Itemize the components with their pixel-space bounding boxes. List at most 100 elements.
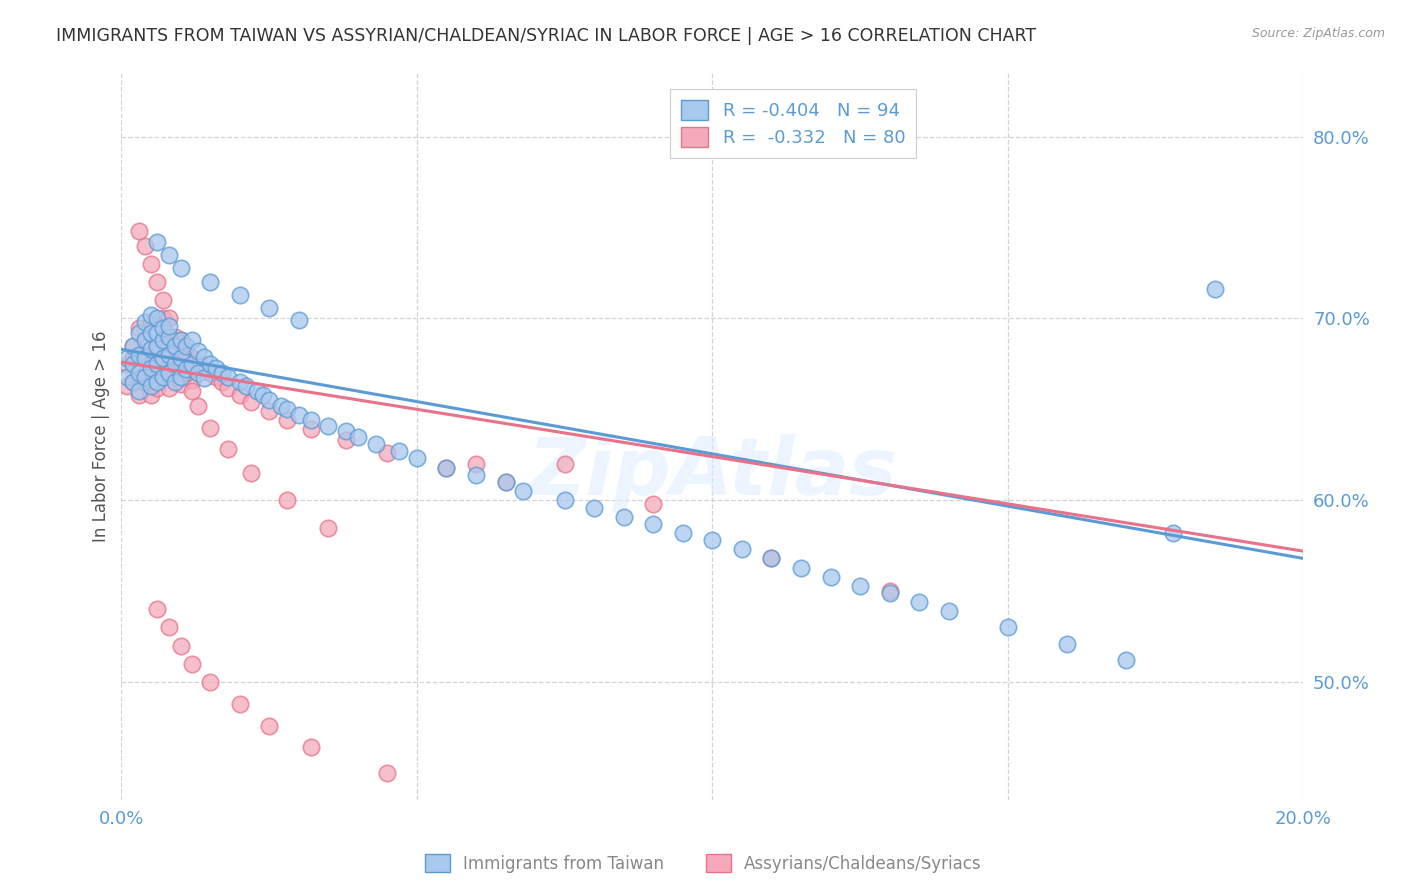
Point [299, 422, 322, 436]
Point [169, 355, 191, 369]
Point [702, 533, 724, 548]
Point [146, 235, 169, 249]
Point [257, 404, 280, 418]
Point [163, 357, 186, 371]
Point [938, 604, 960, 618]
Point [157, 329, 180, 343]
Point [198, 366, 221, 380]
Point [193, 350, 215, 364]
Point [169, 639, 191, 653]
Point [908, 595, 931, 609]
Point [152, 311, 174, 326]
Point [146, 602, 169, 616]
Point [134, 375, 156, 389]
Point [146, 360, 169, 375]
Point [157, 620, 180, 634]
Point [554, 493, 576, 508]
Point [152, 351, 174, 366]
Y-axis label: In Labor Force | Age > 16: In Labor Force | Age > 16 [93, 331, 110, 542]
Point [228, 388, 250, 402]
Point [406, 451, 429, 466]
Point [146, 339, 169, 353]
Point [128, 348, 150, 362]
Point [157, 359, 180, 373]
Point [187, 366, 209, 380]
Point [198, 675, 221, 690]
Point [335, 434, 357, 448]
Point [257, 719, 280, 733]
Point [1161, 525, 1184, 540]
Point [643, 497, 665, 511]
Point [122, 375, 145, 389]
Point [287, 313, 309, 327]
Point [146, 275, 169, 289]
Point [117, 357, 139, 371]
Point [139, 308, 162, 322]
Point [128, 384, 150, 399]
Point [157, 248, 180, 262]
Point [240, 466, 263, 480]
Point [436, 460, 458, 475]
Point [583, 500, 606, 515]
Point [299, 740, 322, 755]
Point [139, 343, 162, 357]
Point [122, 351, 145, 366]
Text: ZipAtlas: ZipAtlas [527, 434, 897, 512]
Point [128, 388, 150, 402]
Point [152, 320, 174, 334]
Point [117, 351, 139, 366]
Point [187, 399, 209, 413]
Point [157, 348, 180, 362]
Point [217, 442, 239, 457]
Point [198, 275, 221, 289]
Point [139, 378, 162, 392]
Point [169, 351, 191, 366]
Point [128, 366, 150, 380]
Point [228, 697, 250, 711]
Point [152, 369, 174, 384]
Point [198, 420, 221, 434]
Point [146, 375, 169, 389]
Point [122, 339, 145, 353]
Point [187, 357, 209, 371]
Point [176, 344, 198, 359]
Point [193, 362, 215, 376]
Point [122, 339, 145, 353]
Point [181, 657, 204, 671]
Point [211, 366, 233, 380]
Point [157, 337, 180, 351]
Point [193, 371, 215, 385]
Point [217, 380, 239, 394]
Point [335, 424, 357, 438]
Point [181, 384, 204, 399]
Point [276, 402, 298, 417]
Point [176, 339, 198, 353]
Point [122, 357, 145, 371]
Point [163, 375, 186, 389]
Point [388, 444, 411, 458]
Point [134, 351, 156, 366]
Point [246, 384, 269, 399]
Point [276, 493, 298, 508]
Point [169, 333, 191, 347]
Point [122, 375, 145, 389]
Point [117, 369, 139, 384]
Point [134, 369, 156, 384]
Point [181, 357, 204, 371]
Point [181, 333, 204, 347]
Point [187, 344, 209, 359]
Point [139, 315, 162, 329]
Point [495, 475, 517, 489]
Point [146, 311, 169, 326]
Point [152, 333, 174, 347]
Point [163, 339, 186, 353]
Point [134, 333, 156, 347]
Point [139, 343, 162, 357]
Point [643, 516, 665, 531]
Point [128, 348, 150, 362]
Point [157, 311, 180, 326]
Point [169, 260, 191, 275]
Point [134, 333, 156, 347]
Point [761, 551, 783, 566]
Point [163, 343, 186, 357]
